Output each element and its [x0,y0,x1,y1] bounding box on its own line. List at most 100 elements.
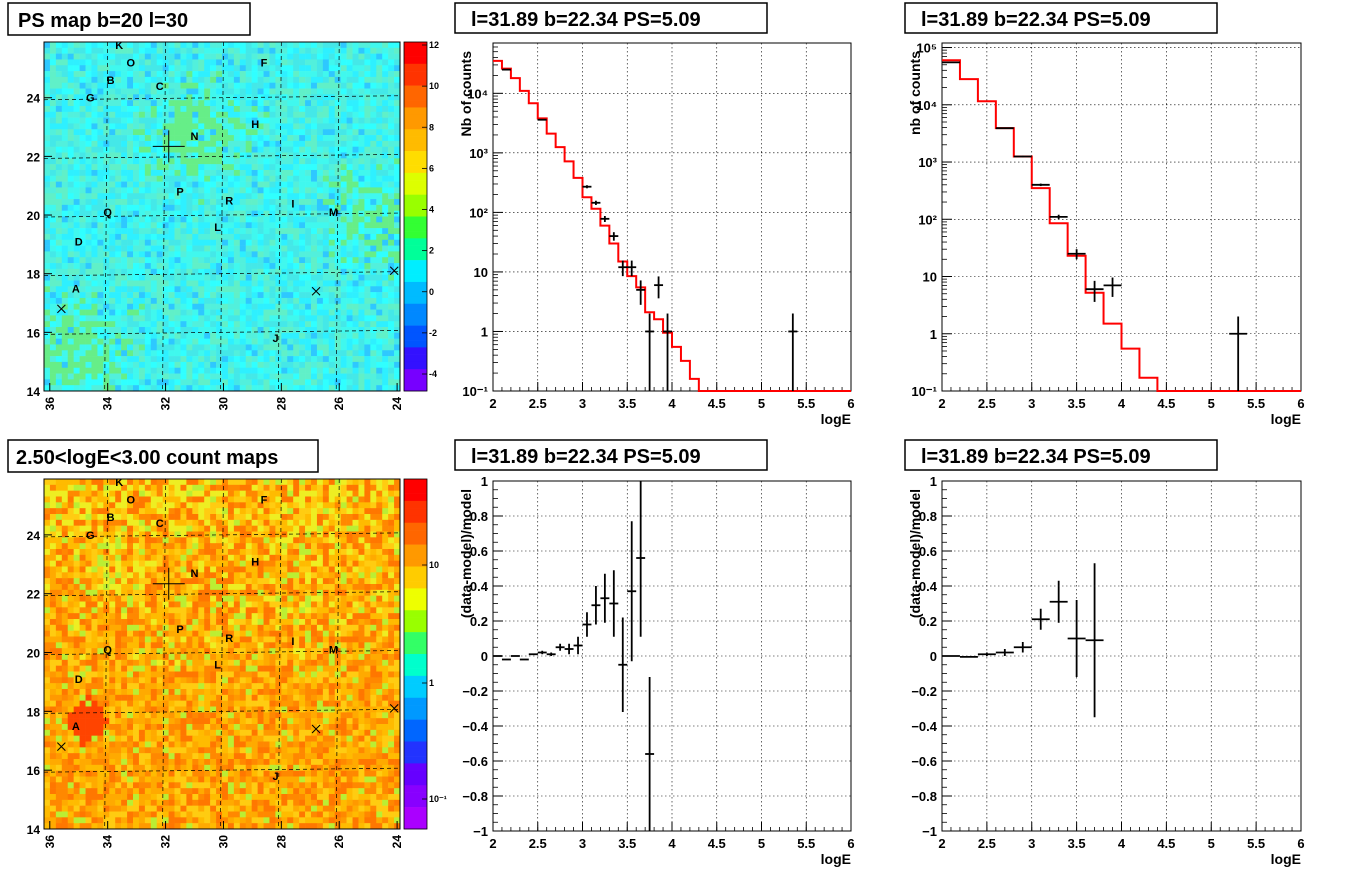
map-pixel [227,303,235,310]
map-pixel [85,204,92,211]
map-pixel [388,100,395,107]
map-pixel [138,152,146,159]
map-pixel [251,47,258,54]
map-pixel [293,245,300,252]
map-pixel [97,210,104,217]
map-pixel [103,514,110,521]
map-pixel [210,251,217,258]
map-pixel [156,315,163,322]
map-pixel [210,490,217,497]
map-pixel [186,385,193,392]
map-pixel [257,135,264,142]
map-pixel [352,169,359,177]
map-pixel [257,152,264,159]
map-pixel [364,332,371,339]
map-pixel [144,560,152,567]
map-pixel [144,42,152,49]
map-pixel [55,111,63,118]
map-pixel [85,549,92,556]
map-pixel [127,59,134,66]
colorbar-segment [404,361,427,370]
map-pixel [49,233,57,241]
map-pixel [316,514,324,521]
map-pixel [216,59,223,66]
map-pixel [334,525,341,532]
map-pixel [138,268,146,275]
map-pixel [97,373,104,380]
map-pixel [115,584,122,591]
map-pixel [162,199,169,206]
map-pixel [210,42,217,49]
map-pixel [388,117,395,124]
map-pixel [358,309,365,316]
map-pixel [168,146,175,153]
map-pixel [144,187,152,194]
map-pixel [311,239,318,246]
map-pixel [121,251,128,258]
map-pixel [186,297,193,305]
map-pixel [222,82,229,89]
map-pixel [103,204,110,211]
map-pixel [382,210,389,217]
map-pixel [67,321,74,328]
map-pixel [233,309,241,316]
map-pixel [299,222,306,229]
map-pixel [275,59,282,66]
source-label: P [176,187,183,199]
map-pixel [382,257,389,264]
map-pixel [322,169,330,177]
map-pixel [127,373,134,380]
map-pixel [328,595,336,602]
map-pixel [204,315,211,322]
map-pixel [281,59,288,66]
map-pixel [394,338,401,345]
map-pixel [103,297,110,305]
map-pixel [210,379,217,386]
map-pixel [174,94,181,101]
map-pixel [382,135,389,142]
map-pixel [340,193,347,200]
map-pixel [364,385,371,392]
map-pixel [138,566,146,573]
map-pixel [186,496,193,503]
map-pixel [216,519,223,526]
map-pixel [251,554,258,561]
map-pixel [299,379,306,386]
map-pixel [133,297,140,305]
map-pixel [109,566,116,573]
map-pixel [245,560,252,567]
map-pixel [281,251,288,258]
map-pixel [79,519,86,526]
map-pixel [216,514,223,521]
map-pixel [340,257,347,264]
map-pixel [346,514,353,521]
map-pixel [73,233,80,241]
map-pixel [180,129,187,136]
map-pixel [168,105,175,113]
map-pixel [251,292,258,299]
map-pixel [340,199,347,206]
map-pixel [174,65,181,72]
map-pixel [358,53,365,60]
map-pixel [127,42,134,49]
map-pixel [251,502,258,509]
map-pixel [227,100,235,107]
map-pixel [382,589,389,596]
map-pixel [192,373,199,380]
map-pixel [358,204,365,211]
map-pixel [251,216,258,223]
map-pixel [49,332,57,339]
map-pixel [358,228,365,235]
map-pixel [44,385,51,392]
map-pixel [55,146,63,153]
map-pixel [97,169,104,177]
map-pixel [340,595,347,602]
map-pixel [352,140,359,147]
map-pixel [322,578,330,585]
map-pixel [311,233,318,241]
map-pixel [150,59,158,66]
map-pixel [346,589,353,596]
map-pixel [263,572,270,579]
map-pixel [198,531,205,538]
map-pixel [293,210,300,217]
